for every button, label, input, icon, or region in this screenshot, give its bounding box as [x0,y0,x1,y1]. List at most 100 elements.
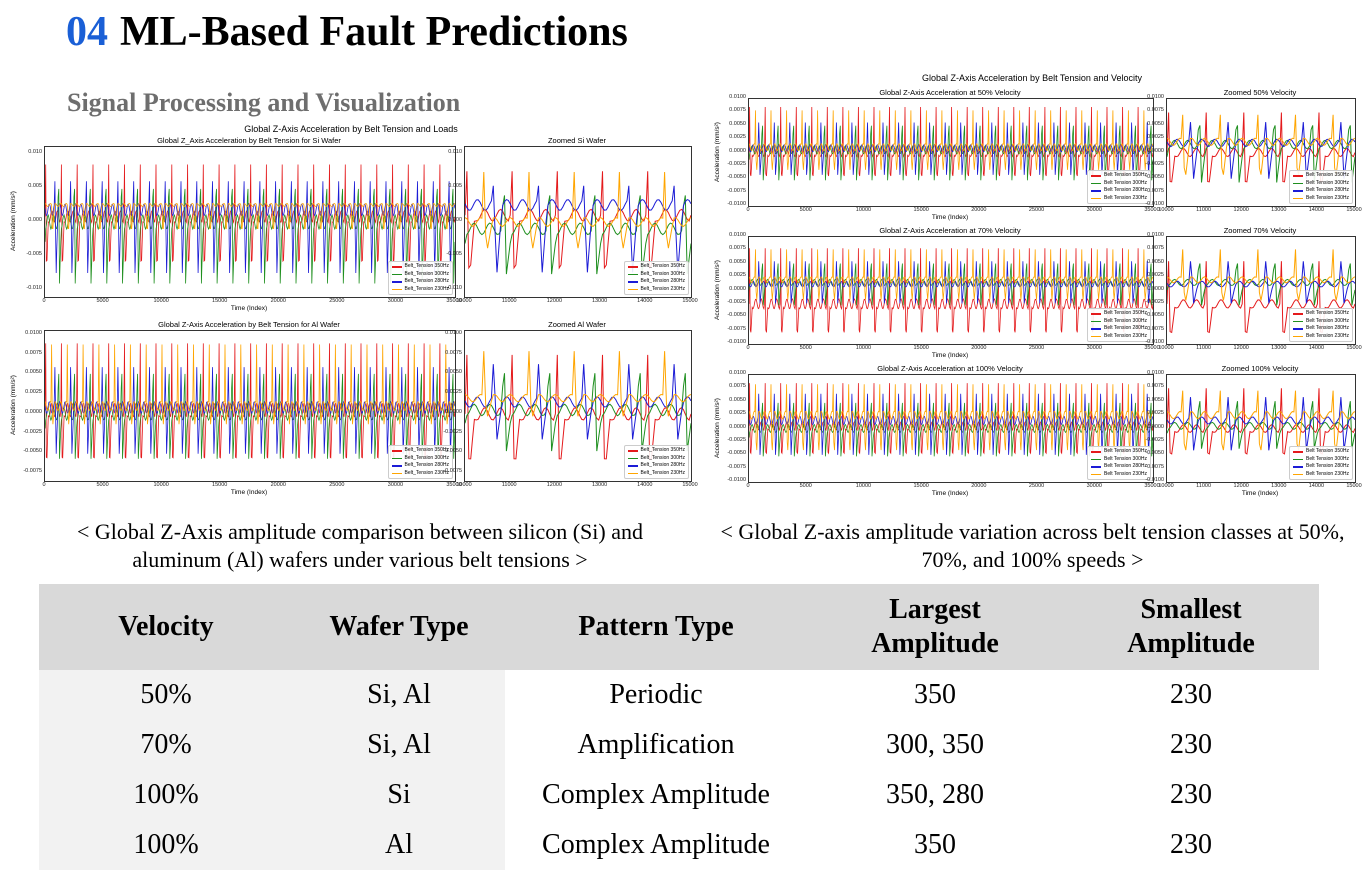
chart-2-legend-label: Belt_Tension 350Hz [404,447,449,453]
chart-8-xtick: 0 [746,483,750,489]
chart-0-legend-label: Belt_Tension 350Hz [404,263,449,269]
chart-8-legend-entry: Belt Tension 350Hz [1091,448,1147,456]
chart-0-series-280hz-line [45,181,455,274]
chart-7-legend: Belt Tension 350Hz Belt Tension 300Hz Belt… [1289,308,1353,342]
chart-6-xtick: 20000 [971,345,987,351]
chart-9-ytick: -0.0100 [1145,477,1164,483]
chart-4-xtick: 15000 [913,207,929,213]
chart-2-xtick: 25000 [329,482,345,488]
cell-largest: 300, 350 [886,729,984,760]
chart-0-legend-entry: Belt_Tension 350Hz [391,263,449,271]
chart-4-legend-entry: Belt Tension 280Hz [1091,187,1147,195]
chart-6-svg [749,248,1153,333]
chart-2-ytick: -0.0050 [23,448,42,455]
cell-velocity: 70% [39,720,293,770]
chart-5-xtick: 15000 [1346,207,1362,213]
chart-3-xtick: 12000 [546,482,563,488]
chart-3-ytick: 0.0050 [445,369,462,376]
cell-largest: 350 [914,679,956,710]
chart-8-xtick: 5000 [799,483,812,489]
chart-8-legend-label: Belt Tension 230Hz [1104,470,1147,477]
chart-9-series-280hz-line [1167,397,1355,451]
cell-wafer-type: Si [293,770,505,820]
chart-2-ytick: -0.0075 [23,468,42,475]
chart-8-xtick: 20000 [971,483,987,489]
chart-4-xlabel: Time (Index) [931,214,969,221]
chart-6-xtick: 15000 [913,345,929,351]
chart-8-xtick: 30000 [1086,483,1102,489]
chart-8-series-280hz-line [749,393,1153,455]
chart-1-ytick: 0.005 [448,182,462,189]
section-number: 04 [66,9,108,55]
chart-4-legend-swatch [1091,175,1101,177]
chart-5-svg [1167,112,1355,183]
chart-5-ytick: 0.0025 [1147,134,1164,141]
chart-8-legend-entry: Belt Tension 280Hz [1091,463,1147,471]
chart-2-title: Global Z-Axis Acceleration by Belt Tensi… [158,320,340,329]
chart-1-ytick: -0.010 [446,285,462,292]
chart-0-legend-label: Belt_Tension 280Hz [404,278,449,284]
chart-6-legend-entry: Belt Tension 230Hz [1091,333,1147,341]
chart-6-xlabel: Time (Index) [931,352,969,359]
chart-9-ytick: -0.0075 [1145,463,1164,470]
chart-6-ytick: 0.0050 [729,258,746,265]
chart-8-ytick: -0.0100 [727,477,746,483]
cell-wafer-type: Al [293,820,505,870]
chart-8-ytick: 0.0100 [729,370,746,376]
chart-2-legend-swatch [391,450,402,452]
chart-0-xtick: 30000 [387,298,404,304]
chart-0-xtick: 5000 [96,298,109,304]
left-figure: Global Z-Axis Acceleration by Belt Tensi… [8,122,698,504]
chart-0-xtick: 20000 [270,298,286,304]
chart-7-legend-entry: Belt Tension 350Hz [1293,310,1349,318]
header-smallest-amplitude: Smallest Amplitude [1063,584,1319,670]
cell-velocity: 50% [39,670,293,720]
chart-4-ylabel: Acceleration (mm/s²) [714,121,721,182]
chart-6-plot-area: Belt Tension 350Hz Belt Tension 300Hz Belt… [748,236,1154,345]
chart-4-title: Global Z-Axis Acceleration at 50% Veloci… [879,88,1021,97]
chart-0-legend-entry: Belt_Tension 230Hz [391,286,449,294]
chart-3-legend-label: Belt_Tension 230Hz [640,469,685,476]
chart-2-legend-swatch [391,465,402,467]
chart-5-plot-area: Belt Tension 350Hz Belt Tension 300Hz Belt… [1166,98,1356,207]
chart-6-legend-entry: Belt Tension 300Hz [1091,318,1147,326]
chart-7-ytick: -0.0050 [1145,312,1164,319]
chart-4-xtick: 35000 [1144,207,1160,213]
chart-6-ytick: -0.0025 [727,298,746,305]
chart-1-legend-swatch [627,281,638,283]
table-row: 100% Si Complex Amplitude 350, 280 230 [39,770,1319,820]
chart-9-series-300hz-line [1167,401,1355,449]
chart-5-xtick: 10000 [1158,207,1174,213]
chart-1-legend-entry: Belt_Tension 350Hz [627,263,685,271]
chart-6-ytick: 0.0075 [729,245,746,252]
chart-5-series-350hz-line [1167,112,1355,183]
chart-7-xtick: 12000 [1233,345,1249,351]
chart-1-xtick: 11000 [501,298,517,304]
chart-7-ytick: 0.0000 [1147,285,1164,292]
chart-0-xtick: 0 [42,298,46,304]
chart-8-svg [749,383,1153,457]
chart-5-legend-label: Belt Tension 280Hz [1306,187,1349,193]
chart-9-xlabel: Time (Index) [1241,490,1279,497]
chart-8-ytick: -0.0075 [727,463,746,470]
chart-3-legend-swatch [627,465,638,467]
chart-8-xtick: 15000 [913,483,929,489]
chart-7-legend-swatch [1293,335,1303,337]
chart-5-legend-entry: Belt Tension 230Hz [1293,195,1349,203]
chart-5-legend-entry: Belt Tension 350Hz [1293,172,1349,180]
chart-9-xtick: 13000 [1271,483,1287,489]
chart-4-ytick: -0.0025 [727,160,746,167]
header-wafer-type: Wafer Type [293,584,505,670]
chart-3-series-300hz-line [465,373,691,452]
cell-wafer-type: Si, Al [293,720,505,770]
chart-2-xtick: 10000 [153,482,169,488]
chart-4-legend-swatch [1091,197,1101,199]
chart-0-series-230hz-line [45,202,455,230]
chart-6-series-350hz-line [749,248,1153,333]
chart-6-legend-label: Belt Tension 350Hz [1104,310,1147,316]
chart-2-legend-label: Belt_Tension 230Hz [404,469,449,476]
chart-9-legend-entry: Belt Tension 230Hz [1293,471,1349,479]
chart-3-series-350hz-line [465,354,691,460]
chart-9-series-350hz-line [1167,388,1355,455]
chart-4-xtick: 10000 [855,207,872,213]
